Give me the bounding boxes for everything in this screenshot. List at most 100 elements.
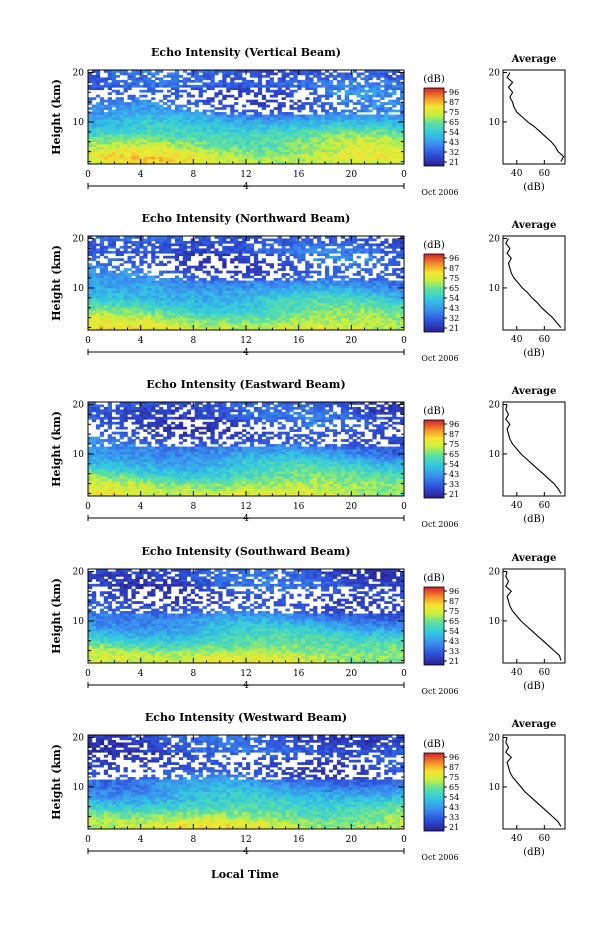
- heatmap-cell: [305, 283, 310, 286]
- heatmap-cell: [368, 270, 373, 274]
- heatmap-cell: [340, 79, 346, 83]
- heatmap-cell: [368, 97, 373, 100]
- heatmap-cell: [135, 280, 140, 284]
- heatmap-cell: [115, 112, 120, 115]
- heatmap-cell: [115, 99, 120, 103]
- heatmap-cell: [170, 117, 176, 120]
- heatmap-cell: [190, 297, 195, 301]
- heatmap-cell: [293, 77, 298, 81]
- heatmap-cell: [313, 89, 318, 93]
- heatmap-cell: [107, 151, 112, 155]
- heatmap-cell: [277, 139, 282, 143]
- heatmap-cell: [127, 124, 132, 128]
- heatmap-cell: [226, 280, 231, 284]
- heatmap-cell: [396, 109, 401, 113]
- heatmap-cell: [305, 129, 310, 133]
- heatmap-cell: [305, 312, 310, 316]
- heatmap-cell: [88, 87, 93, 91]
- heatmap-cell: [388, 109, 393, 113]
- heatmap-cell: [95, 79, 101, 83]
- heatmap-cell: [214, 134, 219, 138]
- heatmap-cell: [332, 285, 338, 289]
- heatmap-cell: [392, 270, 397, 274]
- heatmap-cell: [190, 275, 195, 279]
- heatmap-cell: [151, 102, 156, 105]
- heatmap-cell: [289, 121, 294, 125]
- heatmap-cell: [392, 151, 397, 155]
- heatmap-cell: [174, 136, 180, 140]
- heatmap-cell: [376, 310, 381, 313]
- heatmap-cell: [246, 307, 251, 311]
- heatmap-cell: [99, 117, 105, 120]
- heatmap-cell: [360, 102, 365, 105]
- heatmap-cell: [249, 136, 255, 140]
- heatmap-cell: [107, 72, 112, 76]
- heatmap-cell: [91, 280, 97, 284]
- heatmap-cell: [277, 297, 282, 301]
- heatmap-cell: [131, 302, 136, 306]
- heatmap-cell: [364, 124, 369, 128]
- heatmap-cell: [147, 104, 152, 108]
- heatmap-cell: [277, 149, 282, 152]
- heatmap-cell: [348, 307, 353, 311]
- heatmap-cell: [174, 107, 180, 110]
- heatmap-cell: [103, 139, 109, 143]
- heatmap-cell: [123, 287, 128, 291]
- heatmap-cell: [91, 287, 97, 291]
- heatmap-cell: [356, 263, 361, 266]
- heatmap-cell: [151, 320, 156, 323]
- heatmap-cell: [368, 149, 373, 152]
- heatmap-cell: [147, 87, 152, 91]
- heatmap-cell: [234, 156, 239, 160]
- heatmap-cell: [285, 300, 290, 304]
- heatmap-cell: [317, 287, 322, 291]
- heatmap-cell: [344, 141, 349, 145]
- heatmap-cell: [190, 310, 195, 313]
- heatmap-cell: [352, 312, 357, 316]
- heatmap-cell: [384, 312, 389, 316]
- heatmap-cell: [127, 119, 132, 123]
- heatmap-cell: [328, 151, 334, 155]
- heatmap-cell: [151, 300, 156, 304]
- heatmap-cell: [238, 285, 243, 289]
- heatmap-cell: [317, 84, 322, 88]
- heatmap-cell: [360, 149, 365, 152]
- heatmap-cell: [111, 285, 116, 289]
- heatmap-cell: [103, 104, 109, 108]
- heatmap-cell: [309, 124, 314, 128]
- heatmap-cell: [139, 287, 144, 291]
- heatmap-cell: [392, 77, 397, 81]
- heatmap-cell: [99, 320, 105, 323]
- heatmap-cell: [103, 307, 109, 311]
- heatmap-cell: [336, 151, 342, 155]
- heatmap-cell: [384, 114, 389, 118]
- heatmap-cell: [340, 134, 346, 138]
- heatmap-cell: [107, 302, 112, 306]
- heatmap-cell: [127, 305, 132, 309]
- heatmap-cell: [253, 280, 259, 284]
- heatmap-cell: [336, 131, 342, 135]
- heatmap-cell: [356, 151, 361, 155]
- heatmap-cell: [364, 154, 369, 157]
- heatmap-cell: [119, 161, 124, 165]
- heatmap-cell: [198, 243, 203, 247]
- heatmap-cell: [147, 315, 152, 318]
- heatmap-cell: [115, 302, 120, 306]
- heatmap-cell: [214, 151, 219, 155]
- heatmap-cell: [170, 285, 176, 289]
- heatmap-cell: [348, 161, 353, 165]
- heatmap-cell: [246, 126, 251, 130]
- heatmap-cell: [253, 250, 259, 254]
- heatmap-cell: [269, 114, 274, 118]
- heatmap-cell: [336, 292, 342, 296]
- heatmap-cell: [336, 325, 342, 328]
- panel-title: Echo Intensity (Northward Beam): [142, 212, 351, 225]
- heatmap-cell: [246, 136, 251, 140]
- heatmap-cell: [293, 126, 298, 130]
- heatmap-cell: [317, 300, 322, 304]
- heatmap-cell: [115, 310, 120, 313]
- heatmap-cell: [159, 297, 164, 301]
- heatmap-cell: [206, 146, 211, 150]
- heatmap-cell: [194, 134, 199, 138]
- heatmap-cell: [234, 161, 239, 165]
